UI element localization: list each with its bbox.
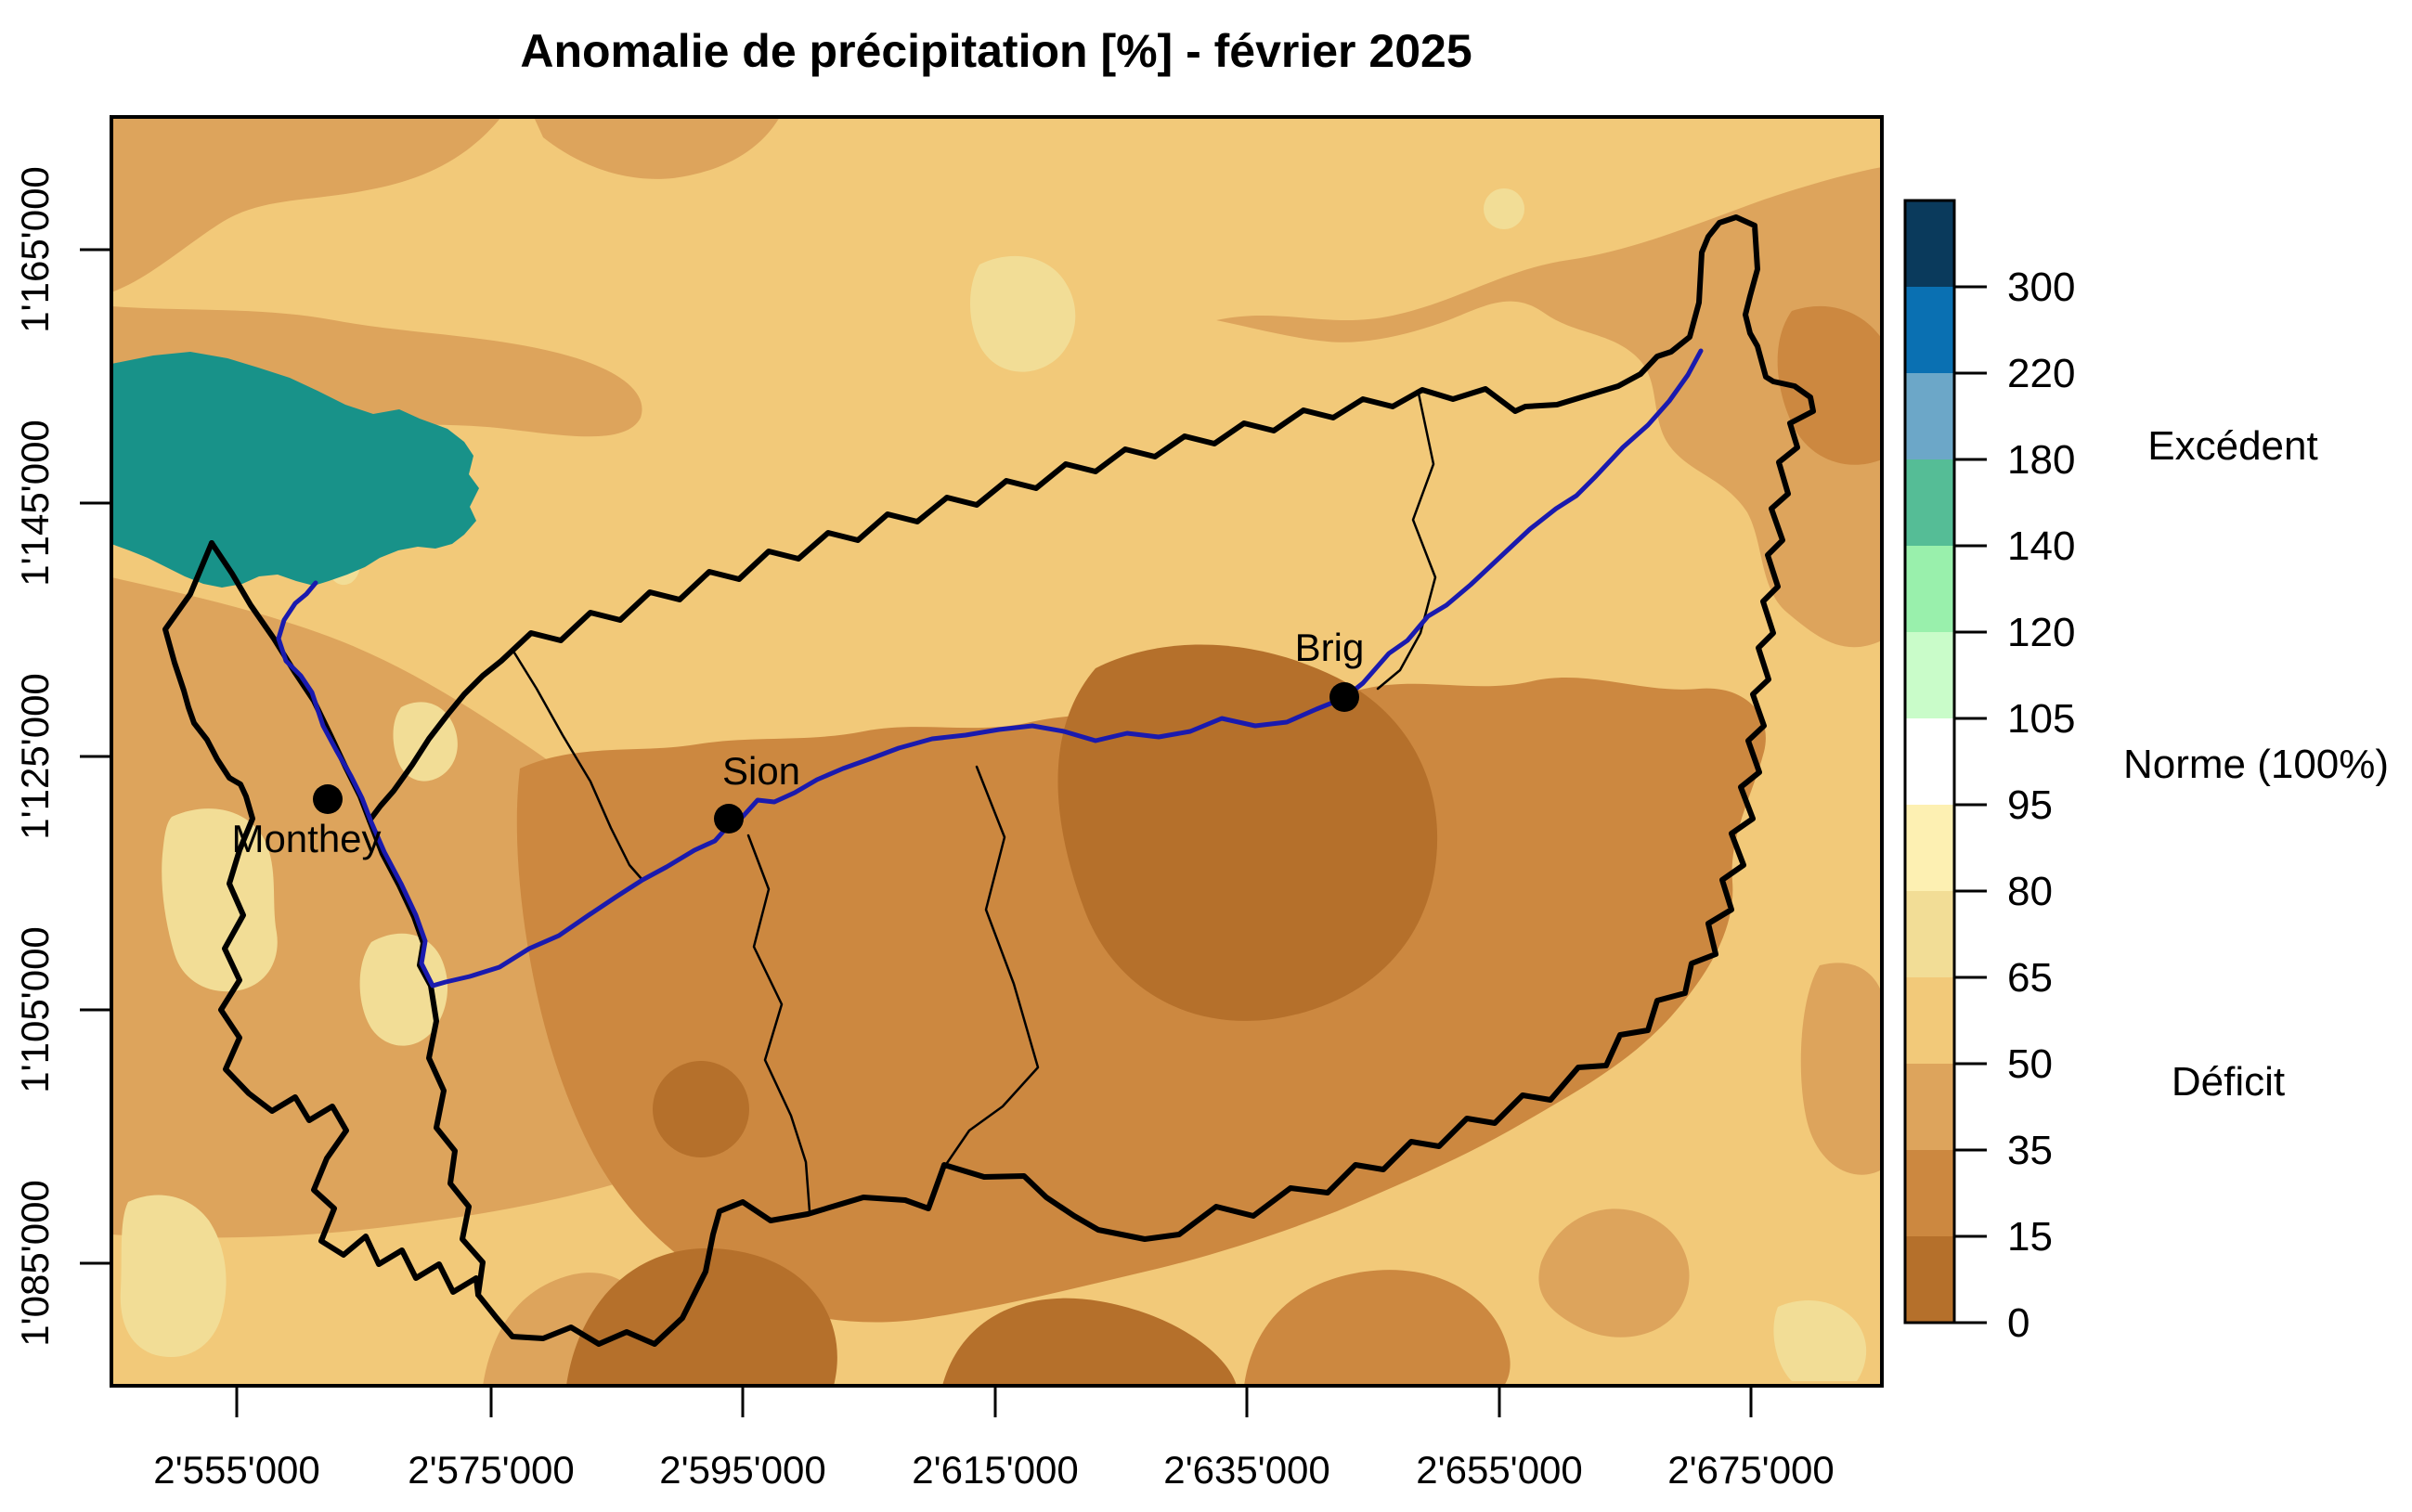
terrain-darkbrown-south1 — [566, 1247, 837, 1386]
legend-break-label: 65 — [2007, 955, 2053, 1001]
legend-swatch-65-80 — [1905, 891, 1954, 977]
legend-tick-labels: 300 220 180 140 120 105 95 80 65 50 35 1… — [2007, 265, 2075, 1346]
legend-swatch-95-105 — [1905, 718, 1954, 805]
terrain-brown-bottomright — [1244, 1270, 1511, 1386]
legend-break-label: 0 — [2007, 1300, 2029, 1346]
x-tick-label: 2'675'000 — [1667, 1448, 1835, 1492]
legend-zone-norm: Norme (100%) — [2123, 742, 2389, 787]
legend-zone-deficit: Déficit — [2172, 1059, 2285, 1105]
terrain-pale-topcenter — [969, 255, 1076, 372]
legend-swatch-120-140 — [1905, 546, 1954, 632]
x-tick-label: 2'575'000 — [408, 1448, 575, 1492]
legend-break-label: 180 — [2007, 437, 2075, 483]
x-tick-label: 2'615'000 — [912, 1448, 1079, 1492]
legend-break-label: 50 — [2007, 1041, 2053, 1087]
legend-break-label: 140 — [2007, 523, 2075, 569]
x-axis-labels: 2'555'000 2'575'000 2'595'000 2'615'000 … — [153, 1448, 1835, 1492]
subbasin-line-west — [511, 648, 644, 882]
legend-swatch-15-35 — [1905, 1150, 1954, 1236]
terrain-darkbrown-south2 — [942, 1298, 1237, 1386]
legend-swatch-50-65 — [1905, 977, 1954, 1064]
legend-colorbar-frame — [1903, 199, 1956, 1325]
terrain-pale-spot-ne — [1484, 188, 1524, 229]
map-canvas: Monthey Sion Brig — [110, 115, 1884, 1388]
legend-break-label: 80 — [2007, 869, 2053, 914]
city-dot-monthey — [313, 784, 343, 814]
legend-colorbar: 300 220 180 140 120 105 95 80 65 50 35 1… — [1903, 199, 2389, 1346]
subbasin-line-east — [1376, 392, 1437, 691]
terrain-orange-rightedge — [1800, 963, 1882, 1175]
legend-break-label: 15 — [2007, 1214, 2053, 1260]
legend-break-label: 300 — [2007, 265, 2075, 310]
terrain-orange-southeast — [1538, 1208, 1690, 1338]
terrain-pale-westleft — [162, 808, 278, 992]
terrain-pale-bottomleft — [120, 1195, 227, 1358]
x-axis — [235, 1386, 1753, 1417]
legend-swatch-220-300 — [1905, 287, 1954, 373]
terrain-pale-bottomright — [1773, 1300, 1867, 1381]
y-tick-label: 1'165'000 — [13, 166, 57, 333]
plot-title: Anomalie de précipitation [%] - février … — [520, 25, 1472, 77]
terrain-pale-martigny — [359, 933, 448, 1046]
legend-swatch-140-180 — [1905, 459, 1954, 546]
legend-swatch-105-120 — [1905, 632, 1954, 718]
terrain-orange-topleft — [111, 117, 501, 292]
subbasin-line-central — [943, 765, 1040, 1168]
legend-break-label: 120 — [2007, 610, 2075, 655]
legend-swatch-300plus — [1905, 200, 1954, 287]
legend-swatch-180-220 — [1905, 373, 1954, 459]
terrain-orange-northeast — [1216, 167, 1882, 648]
legend-ticks — [1954, 285, 1987, 1325]
y-tick-label: 1'085'000 — [13, 1180, 57, 1347]
city-label-brig: Brig — [1295, 626, 1365, 669]
city-label-monthey: Monthey — [231, 817, 381, 860]
basin-outline-main — [367, 214, 1816, 1347]
city-dot-brig — [1329, 682, 1359, 712]
terrain-brown-topright — [1777, 305, 1882, 465]
legend-zone-labels: Excédent Norme (100%) Déficit — [2123, 423, 2389, 1105]
terrain-orange-topcenter — [534, 117, 780, 179]
legend-swatch-35-50 — [1905, 1064, 1954, 1150]
legend-break-label: 35 — [2007, 1128, 2053, 1173]
y-tick-label: 1'105'000 — [13, 926, 57, 1093]
legend-swatch-80-95 — [1905, 805, 1954, 891]
y-tick-label: 1'125'000 — [13, 673, 57, 840]
x-tick-label: 2'655'000 — [1416, 1448, 1583, 1492]
x-tick-label: 2'595'000 — [659, 1448, 826, 1492]
y-tick-label: 1'145'000 — [13, 420, 57, 587]
legend-break-label: 220 — [2007, 351, 2075, 396]
terrain-darkbrown-eastcentral — [1057, 644, 1438, 1021]
city-label-sion: Sion — [722, 749, 800, 793]
y-axis-labels: 1'165'000 1'145'000 1'125'000 1'105'000 … — [13, 166, 57, 1347]
subbasin-line-sion — [746, 834, 811, 1213]
legend-break-label: 105 — [2007, 696, 2075, 742]
city-dot-sion — [714, 804, 744, 834]
cities: Monthey Sion Brig — [231, 626, 1364, 860]
terrain-brown-central — [516, 678, 1766, 1323]
x-tick-label: 2'555'000 — [153, 1448, 320, 1492]
legend-break-label: 95 — [2007, 782, 2053, 828]
legend-zone-excess: Excédent — [2147, 423, 2317, 469]
terrain-darkbrown-spot — [653, 1061, 749, 1157]
legend-swatch-0-15 — [1905, 1236, 1954, 1323]
basin-outline-westleg — [162, 540, 481, 1298]
y-axis — [80, 248, 111, 1265]
x-tick-label: 2'635'000 — [1163, 1448, 1330, 1492]
lake-geneva — [111, 352, 479, 588]
rhone-river — [276, 348, 1704, 989]
